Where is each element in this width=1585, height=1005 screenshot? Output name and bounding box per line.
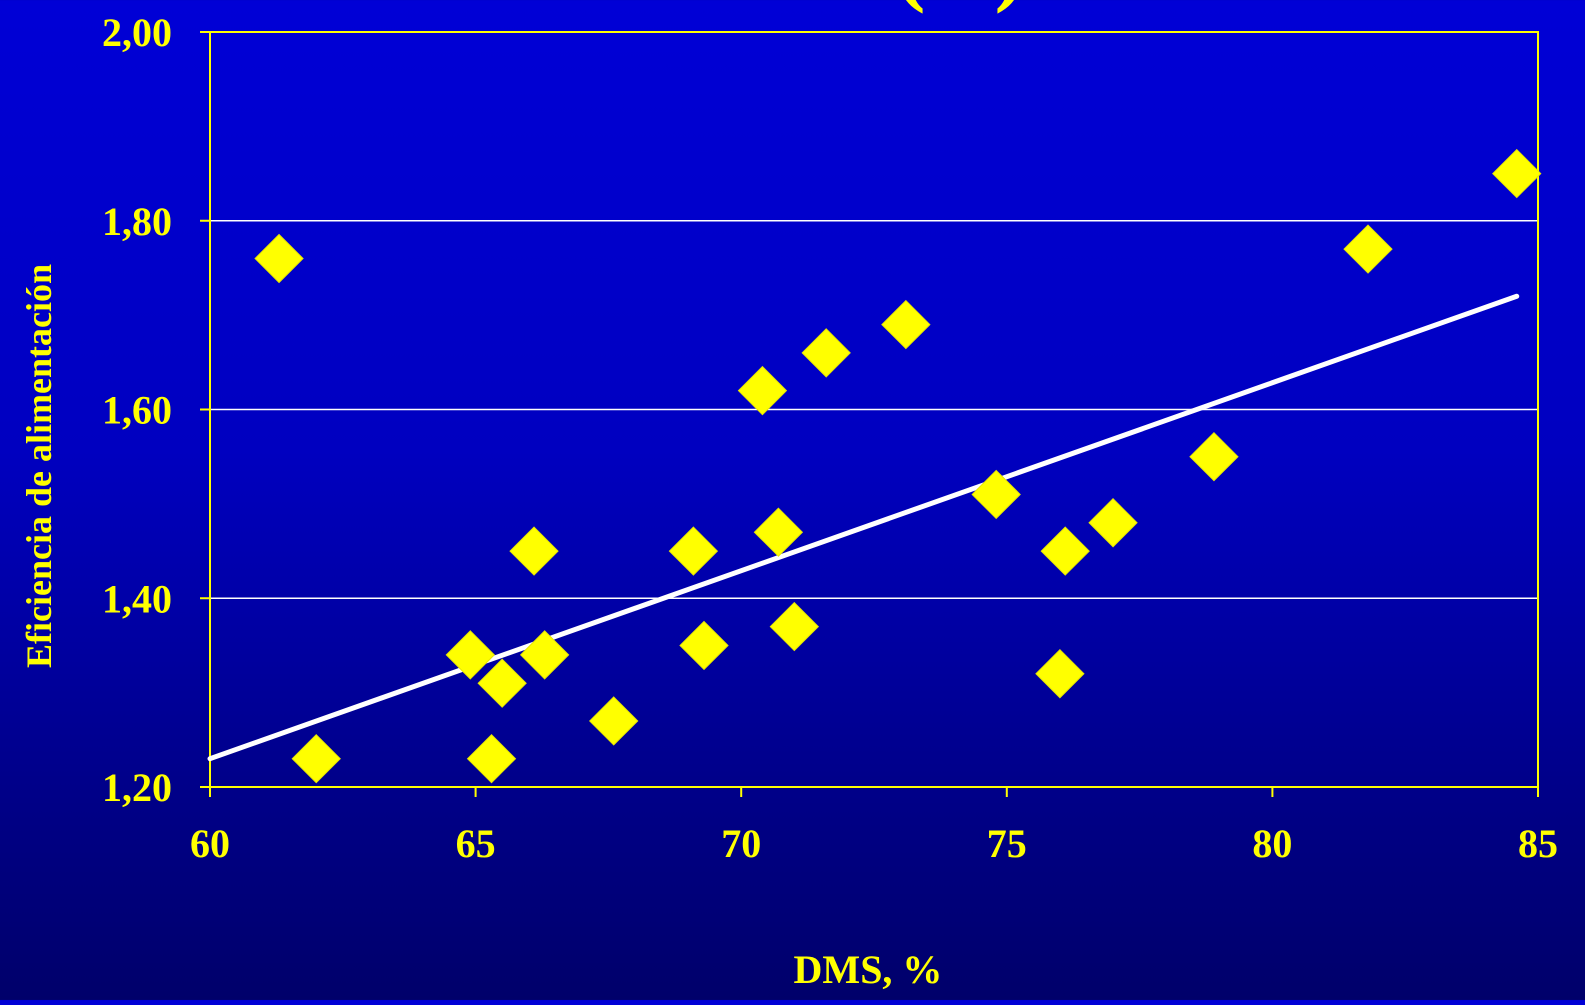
x-tick-label: 75 [987, 821, 1027, 866]
y-axis-ticks: 1,20 1,40 1,60 1,80 2,00 [102, 10, 210, 810]
data-point-diamond [1189, 431, 1239, 482]
y-tick-label: 1,80 [102, 199, 172, 244]
x-tick-label: 85 [1518, 821, 1558, 866]
data-point-diamond [509, 526, 559, 576]
data-point-diamond [254, 233, 304, 284]
data-point-diamond [753, 507, 804, 557]
data-point-diamond [589, 696, 639, 746]
y-tick-label: 2,00 [102, 10, 172, 55]
data-point-diamond [1035, 649, 1085, 699]
data-point-diamond [737, 365, 788, 416]
data-point-diamond [801, 328, 851, 378]
x-axis-ticks: 60 65 70 75 80 85 [190, 787, 1558, 866]
data-point-diamond [466, 733, 517, 784]
x-tick-label: 70 [721, 821, 761, 866]
data-point-diamond [881, 299, 931, 350]
x-tick-label: 65 [456, 821, 496, 866]
data-point-diamond [291, 733, 341, 784]
data-point-diamond [668, 526, 719, 576]
data-point-diamond [1088, 498, 1138, 548]
x-tick-label: 60 [190, 821, 230, 866]
data-points [254, 148, 1542, 784]
data-point-diamond [1040, 526, 1090, 576]
y-tick-label: 1,60 [102, 388, 172, 433]
data-point-diamond [1343, 224, 1393, 274]
grid-lines [210, 220, 1538, 599]
y-tick-label: 1,20 [102, 765, 172, 810]
y-tick-label: 1,40 [102, 576, 172, 621]
y-axis-label: Eficiencia de alimentación [19, 264, 59, 668]
data-point-diamond [769, 601, 820, 652]
data-point-diamond [519, 630, 570, 680]
chart-title-fragment: (...) [895, 0, 1025, 14]
x-tick-label: 80 [1252, 821, 1292, 866]
data-point-diamond [1492, 148, 1542, 199]
data-point-diamond [679, 620, 729, 671]
data-point-diamond [477, 658, 527, 708]
trend-line [207, 293, 1520, 762]
data-point-diamond [445, 630, 495, 680]
data-point-diamond [971, 469, 1021, 520]
x-axis-label: DMS, % [794, 947, 943, 992]
